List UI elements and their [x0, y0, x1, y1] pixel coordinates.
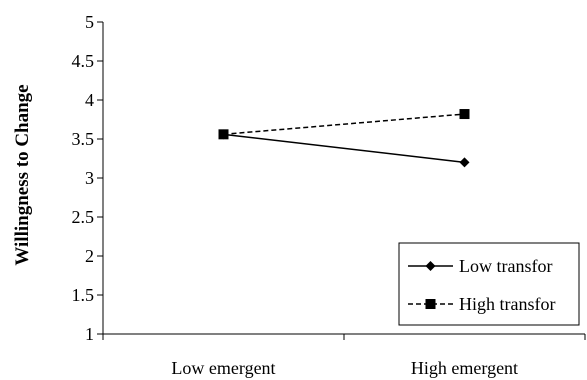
data-point-diamond: [459, 157, 470, 168]
legend: Low transfor High transfor: [398, 242, 580, 326]
y-tick-label: 1: [85, 324, 94, 344]
y-tick-label: 3: [85, 168, 94, 188]
y-axis: 1 1.5 2 2.5 3 3.5 4 4.5 5: [72, 12, 104, 344]
y-axis-label: Willingness to Change: [12, 84, 33, 265]
y-tick-label: 1.5: [72, 285, 95, 305]
legend-label-high: High transfor: [459, 294, 555, 314]
y-tick-label: 2: [85, 246, 94, 266]
series-line-0: [223, 133, 465, 164]
y-tick-label: 5: [85, 12, 94, 32]
data-point-square: [218, 129, 229, 140]
x-category-label: High emergent: [411, 358, 518, 378]
y-tick-label: 3.5: [72, 129, 95, 149]
y-tick-label: 4: [85, 90, 94, 110]
legend-entry-low: Low transfor: [408, 256, 552, 276]
y-tick-label: 4.5: [72, 51, 95, 71]
legend-label-low: Low transfor: [459, 256, 552, 276]
legend-marker-diamond: [425, 261, 436, 271]
legend-box: [398, 242, 580, 326]
legend-marker-square: [425, 299, 436, 309]
x-category-label: Low emergent: [171, 358, 275, 378]
legend-entry-high: High transfor: [408, 294, 555, 314]
series-line-1: [223, 113, 465, 136]
data-point-square: [459, 109, 470, 120]
y-tick-label: 2.5: [72, 207, 95, 227]
x-axis: Low emergent High emergent: [102, 333, 586, 378]
series-layer: [218, 109, 470, 168]
